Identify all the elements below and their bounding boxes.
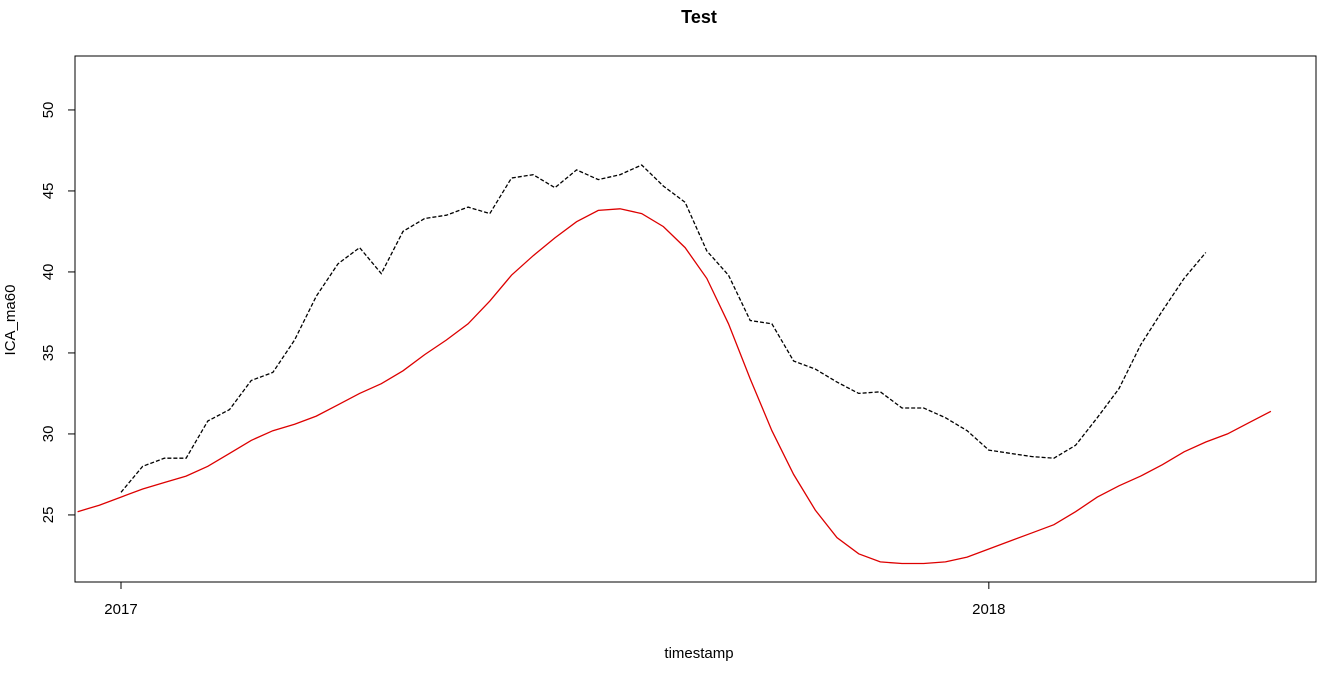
chart-title: Test	[681, 7, 717, 27]
y-axis-label: ICA_ma60	[2, 285, 19, 356]
x-tick-label: 2017	[104, 601, 137, 618]
plot-box	[74, 55, 1317, 583]
y-tick-label: 30	[40, 426, 57, 443]
x-axis-label: timestamp	[664, 645, 733, 662]
y-tick-label: 50	[40, 102, 57, 119]
x-tick-label: 2018	[972, 601, 1005, 618]
y-tick-label: 25	[40, 507, 57, 524]
y-tick-label: 45	[40, 183, 57, 200]
data-line	[120, 164, 1207, 493]
data-line	[77, 208, 1272, 565]
y-tick-label: 35	[40, 345, 57, 362]
y-tick-label: 40	[40, 264, 57, 281]
